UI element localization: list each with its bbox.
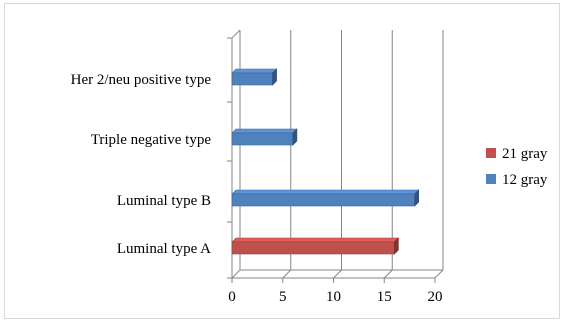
floor-gridline bbox=[231, 269, 241, 279]
bar bbox=[231, 193, 415, 207]
category-label: Her 2/neu positive type bbox=[71, 72, 212, 88]
floor-gridline bbox=[383, 269, 393, 279]
x-tick-label: 5 bbox=[279, 289, 287, 305]
category-label: Triple negative type bbox=[91, 132, 212, 148]
bar-top-face bbox=[231, 189, 420, 195]
floor-gridline bbox=[282, 269, 292, 279]
x-tick-labels: 0 5 10 15 20 bbox=[228, 289, 442, 305]
bar-end-face bbox=[394, 237, 399, 255]
legend: 21 gray 12 gray bbox=[486, 146, 548, 188]
x-tick-label: 20 bbox=[428, 289, 443, 305]
floor-gridline bbox=[333, 269, 342, 279]
legend-swatch bbox=[486, 174, 496, 184]
bar bbox=[231, 132, 294, 146]
legend-label: 12 gray bbox=[502, 172, 548, 188]
bar-end-face bbox=[292, 128, 298, 146]
x-tick-label: 10 bbox=[326, 289, 341, 305]
chart-area bbox=[4, 3, 560, 319]
bar-end-face bbox=[414, 189, 420, 207]
category-label: Luminal type B bbox=[117, 193, 211, 209]
bar-end-face bbox=[272, 68, 277, 86]
x-tick-label: 15 bbox=[377, 289, 392, 305]
x-tick-label: 0 bbox=[228, 289, 236, 305]
category-labels: Luminal type A Luminal type B Triple negat… bbox=[71, 72, 212, 257]
legend-swatch bbox=[486, 148, 496, 158]
floor-gridline bbox=[434, 269, 444, 279]
category-label: Luminal type A bbox=[117, 241, 211, 257]
bar-top-face bbox=[231, 68, 278, 74]
legend-label: 21 gray bbox=[502, 146, 548, 162]
bar bbox=[231, 72, 273, 86]
bar bbox=[231, 241, 395, 255]
bar-top-face bbox=[231, 237, 400, 243]
wall-top-edge bbox=[231, 29, 241, 39]
bars bbox=[231, 68, 420, 255]
bar-top-face bbox=[231, 128, 298, 134]
